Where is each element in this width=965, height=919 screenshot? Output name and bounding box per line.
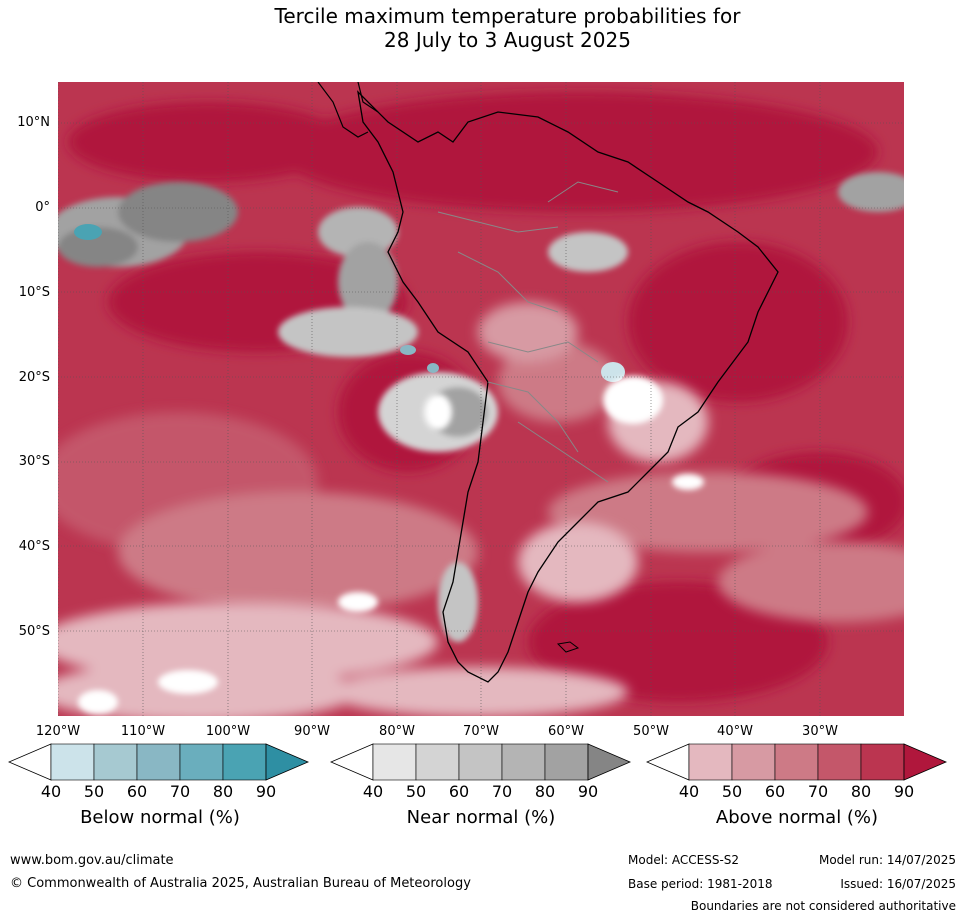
lon-label-60w: 60°W	[548, 724, 584, 739]
near-normal-region	[58, 172, 904, 642]
legend-below-swatches	[8, 743, 310, 781]
legend-swatch	[93, 743, 138, 781]
model-run-text: Model run: 14/07/2025	[818, 853, 956, 867]
legend-tick-label: 90	[893, 782, 915, 801]
legend-tick-label: 90	[577, 782, 599, 801]
legend-tick-label: 50	[721, 782, 743, 801]
legend-swatch	[731, 743, 776, 781]
legend-swatch	[415, 743, 460, 781]
lon-label-120w: 120°W	[35, 724, 81, 739]
legend-tick-label: 80	[534, 782, 556, 801]
lat-label-10n: 10°N	[17, 115, 50, 130]
legend-swatch-low-end	[8, 743, 52, 781]
lon-label-110w: 110°W	[120, 724, 166, 739]
legend-swatch	[136, 743, 181, 781]
legend-tick-label: 80	[850, 782, 872, 801]
issued-text: Issued: 16/07/2025	[840, 877, 956, 891]
falklands	[556, 641, 580, 653]
lon-label-70w: 70°W	[463, 724, 499, 739]
legend-swatch	[372, 743, 417, 781]
lon-label-100w: 100°W	[205, 724, 251, 739]
legend-below-normal	[8, 743, 310, 781]
legend-tick-label: 60	[764, 782, 786, 801]
probability-map	[58, 82, 904, 716]
legend-swatch	[179, 743, 224, 781]
legend-swatch-high-end	[587, 743, 632, 781]
legend-tick-label: 80	[212, 782, 234, 801]
lat-label-20s: 20°S	[18, 370, 50, 385]
above-normal-mid-region	[58, 302, 904, 622]
lat-label-50s: 50°S	[18, 624, 50, 639]
south-america-coastline	[357, 90, 779, 683]
map-title: Tercile maximum temperature probabilitie…	[0, 4, 965, 52]
lat-label-10s: 10°S	[18, 285, 50, 300]
lon-label-30w: 30°W	[802, 724, 838, 739]
lat-label-40s: 40°S	[18, 539, 50, 554]
legend-tick-label: 60	[126, 782, 148, 801]
legend-above-normal	[646, 743, 948, 781]
white-region	[78, 376, 704, 714]
legend-tick-label: 50	[83, 782, 105, 801]
legend-swatch	[458, 743, 503, 781]
country-borders	[437, 181, 619, 483]
legend-tick-label: 40	[362, 782, 384, 801]
base-period-text: Base period: 1981-2018	[628, 877, 773, 891]
legend-swatch-low-end	[330, 743, 374, 781]
legend-tick-label: 70	[807, 782, 829, 801]
legend-tick-label: 90	[255, 782, 277, 801]
legend-tick-label: 70	[169, 782, 191, 801]
legend-tick-label: 50	[405, 782, 427, 801]
model-text: Model: ACCESS-S2	[628, 853, 740, 867]
lon-label-90w: 90°W	[294, 724, 330, 739]
title-line-2: 28 July to 3 August 2025	[384, 28, 631, 52]
legend-near-swatches	[330, 743, 632, 781]
lon-label-50w: 50°W	[633, 724, 669, 739]
central-america-coastline	[317, 82, 379, 138]
legend-above-title: Above normal (%)	[715, 807, 879, 828]
lon-label-40w: 40°W	[717, 724, 753, 739]
legend-swatch-low-end	[646, 743, 690, 781]
legend-swatch	[50, 743, 95, 781]
legend-swatch-high-end	[903, 743, 948, 781]
legend-swatch	[688, 743, 733, 781]
legend-swatch	[774, 743, 819, 781]
legend-swatch-high-end	[265, 743, 310, 781]
map-svg	[58, 82, 904, 716]
legend-below-title: Below normal (%)	[80, 807, 240, 828]
legend-near-title: Near normal (%)	[406, 807, 556, 828]
legend-near-normal	[330, 743, 632, 781]
lon-label-80w: 80°W	[379, 724, 415, 739]
legend-swatch	[544, 743, 589, 781]
legend-swatch	[222, 743, 267, 781]
disclaimer-text: Boundaries are not considered authoritat…	[690, 899, 956, 913]
copyright-text: © Commonwealth of Australia 2025, Austra…	[10, 876, 471, 891]
legend-swatch	[860, 743, 905, 781]
legend-tick-label: 40	[40, 782, 62, 801]
website-link[interactable]: www.bom.gov.au/climate	[10, 853, 174, 868]
lat-label-30s: 30°S	[18, 454, 50, 469]
title-line-1: Tercile maximum temperature probabilitie…	[274, 4, 741, 28]
legend-above-swatches	[646, 743, 948, 781]
legend-tick-label: 60	[448, 782, 470, 801]
legend-swatch	[817, 743, 862, 781]
legend-swatch	[501, 743, 546, 781]
legend-tick-label: 40	[678, 782, 700, 801]
lat-label-0: 0°	[35, 200, 50, 215]
legend-tick-label: 70	[491, 782, 513, 801]
